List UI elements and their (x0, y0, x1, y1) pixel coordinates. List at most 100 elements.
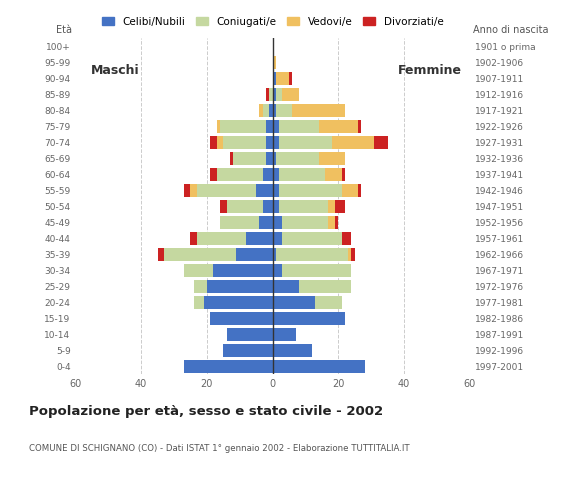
Bar (273, 312, 345, 324)
Bar (282, 88, 299, 101)
Bar (273, 184, 279, 197)
Bar (217, 120, 220, 132)
Bar (259, 104, 263, 117)
Bar (233, 152, 266, 165)
Bar (273, 328, 296, 341)
Bar (273, 216, 282, 228)
Bar (158, 248, 164, 261)
Bar (335, 200, 345, 213)
Bar (184, 264, 213, 276)
Bar (342, 168, 345, 180)
Bar (220, 200, 227, 213)
Bar (184, 360, 273, 372)
Bar (358, 120, 361, 132)
Bar (263, 200, 273, 213)
Bar (273, 120, 279, 132)
Bar (273, 232, 282, 245)
Bar (213, 264, 273, 276)
Bar (282, 216, 328, 228)
Bar (273, 360, 365, 372)
Bar (276, 88, 282, 101)
Bar (227, 328, 273, 341)
Bar (358, 184, 361, 197)
Text: Età: Età (56, 25, 72, 35)
Bar (223, 136, 266, 149)
Bar (227, 200, 263, 213)
Bar (220, 120, 266, 132)
Bar (217, 136, 223, 149)
Bar (220, 216, 259, 228)
Bar (292, 104, 345, 117)
Bar (342, 184, 358, 197)
Text: Anno di nascita: Anno di nascita (473, 25, 549, 35)
Bar (266, 152, 273, 165)
Bar (348, 248, 351, 261)
Bar (263, 168, 273, 180)
Bar (273, 72, 276, 84)
Bar (299, 280, 351, 293)
Bar (273, 136, 279, 149)
Bar (279, 200, 328, 213)
Bar (204, 296, 273, 309)
Bar (207, 280, 273, 293)
Bar (269, 104, 273, 117)
Bar (342, 232, 351, 245)
Bar (246, 232, 273, 245)
Bar (318, 152, 345, 165)
Bar (217, 168, 263, 180)
Bar (282, 264, 351, 276)
Bar (256, 184, 273, 197)
Bar (164, 248, 237, 261)
Bar (351, 248, 355, 261)
Bar (276, 72, 289, 84)
Bar (279, 120, 318, 132)
Bar (194, 296, 204, 309)
Bar (273, 88, 276, 101)
Bar (273, 264, 282, 276)
Legend: Celibi/Nubili, Coniugati/e, Vedovi/e, Divorziati/e: Celibi/Nubili, Coniugati/e, Vedovi/e, Di… (97, 12, 448, 31)
Bar (259, 216, 273, 228)
Bar (273, 280, 299, 293)
Bar (335, 216, 338, 228)
Bar (279, 184, 342, 197)
Bar (237, 248, 273, 261)
Bar (273, 104, 276, 117)
Bar (273, 248, 276, 261)
Bar (190, 184, 197, 197)
Text: COMUNE DI SCHIGNANO (CO) - Dati ISTAT 1° gennaio 2002 - Elaborazione TUTTITALIA.: COMUNE DI SCHIGNANO (CO) - Dati ISTAT 1°… (29, 444, 409, 453)
Bar (282, 232, 342, 245)
Bar (318, 120, 358, 132)
Bar (273, 152, 276, 165)
Bar (269, 88, 273, 101)
Bar (375, 136, 387, 149)
Text: Popolazione per età, sesso e stato civile - 2002: Popolazione per età, sesso e stato civil… (29, 405, 383, 418)
Bar (266, 88, 269, 101)
Bar (289, 72, 292, 84)
Bar (210, 136, 217, 149)
Bar (263, 104, 269, 117)
Bar (273, 296, 316, 309)
Bar (210, 168, 217, 180)
Bar (273, 56, 276, 69)
Bar (210, 312, 273, 324)
Bar (279, 136, 332, 149)
Bar (266, 136, 273, 149)
Bar (279, 168, 325, 180)
Bar (325, 168, 342, 180)
Bar (273, 168, 279, 180)
Bar (273, 200, 279, 213)
Bar (197, 232, 246, 245)
Bar (190, 232, 197, 245)
Text: Maschi: Maschi (90, 64, 139, 77)
Bar (276, 152, 318, 165)
Bar (276, 248, 348, 261)
Bar (332, 136, 375, 149)
Bar (197, 184, 256, 197)
Bar (266, 120, 273, 132)
Bar (273, 344, 312, 357)
Bar (316, 296, 342, 309)
Bar (328, 200, 335, 213)
Bar (230, 152, 233, 165)
Bar (276, 104, 292, 117)
Bar (184, 184, 190, 197)
